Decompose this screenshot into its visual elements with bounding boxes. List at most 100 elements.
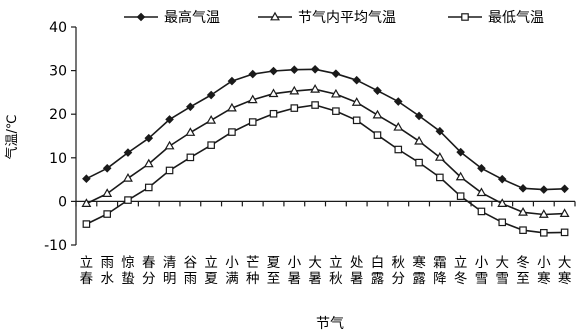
data-point bbox=[518, 206, 528, 216]
data-point bbox=[144, 133, 154, 143]
data-point bbox=[227, 76, 237, 86]
data-point bbox=[497, 174, 507, 184]
data-point bbox=[560, 228, 569, 237]
x-tick-label-char: 寒 bbox=[412, 254, 426, 271]
x-tick-label-char: 冬 bbox=[516, 255, 530, 271]
data-point bbox=[82, 220, 91, 228]
x-tick-label-char: 秋 bbox=[392, 255, 406, 271]
data-point bbox=[103, 210, 111, 218]
x-tick-label-char: 夏 bbox=[204, 271, 218, 287]
data-point bbox=[165, 115, 174, 124]
x-tick-label: 大雪 bbox=[495, 255, 509, 287]
x-tick-label: 霜降 bbox=[433, 255, 447, 287]
data-point bbox=[559, 208, 570, 218]
x-tick-label-char: 分 bbox=[392, 271, 406, 287]
x-tick-label-char: 春 bbox=[80, 271, 94, 287]
data-point bbox=[206, 90, 216, 100]
x-tick-label-char: 夏 bbox=[267, 255, 281, 271]
x-tick-label: 立冬 bbox=[454, 255, 468, 287]
x-tick-label-char: 秋 bbox=[329, 271, 343, 287]
legend: 最高气温 节气内平均气温 最低气温 bbox=[124, 9, 544, 26]
data-point bbox=[477, 163, 486, 173]
legend-item: 节气内平均气温 bbox=[258, 10, 396, 26]
data-point bbox=[144, 183, 153, 192]
series-line bbox=[86, 68, 565, 191]
x-tick-label-char: 雪 bbox=[475, 271, 489, 287]
data-point bbox=[373, 86, 382, 95]
x-tick-label-char: 暑 bbox=[350, 271, 364, 287]
legend-label: 节气内平均气温 bbox=[298, 10, 396, 26]
y-tick-label: 30 bbox=[49, 64, 67, 80]
data-point bbox=[186, 102, 195, 112]
x-tick-label: 春分 bbox=[142, 255, 156, 287]
data-point bbox=[394, 145, 403, 154]
x-tick-label-char: 分 bbox=[142, 271, 156, 287]
legend-label: 最高气温 bbox=[164, 9, 220, 26]
x-tick-label-char: 惊 bbox=[121, 255, 135, 271]
series-square bbox=[82, 101, 569, 237]
x-tick-label: 秋分 bbox=[392, 255, 406, 287]
data-point bbox=[519, 226, 527, 234]
data-point bbox=[414, 111, 424, 121]
data-point bbox=[102, 188, 113, 197]
x-tick-label: 立秋 bbox=[329, 255, 343, 287]
x-tick-label-char: 立 bbox=[204, 255, 218, 271]
data-point bbox=[414, 135, 424, 145]
data-point bbox=[269, 109, 278, 118]
data-point bbox=[538, 209, 549, 218]
data-point bbox=[247, 94, 258, 104]
data-point bbox=[332, 107, 340, 115]
x-tick-label-char: 满 bbox=[225, 271, 239, 287]
x-tick-label-char: 至 bbox=[267, 271, 281, 287]
x-tick-label-char: 大 bbox=[308, 255, 322, 271]
legend-item: 最低气温 bbox=[448, 10, 544, 26]
x-tick-label-char: 白 bbox=[371, 255, 385, 271]
x-tick-label: 大暑 bbox=[308, 255, 322, 287]
y-tick-label: 10 bbox=[49, 151, 67, 167]
series-line bbox=[86, 104, 565, 234]
y-tick-label: 0 bbox=[58, 194, 67, 210]
x-tick-label-char: 露 bbox=[371, 271, 385, 287]
x-tick-label-char: 雨 bbox=[100, 255, 114, 271]
x-tick-label: 寒露 bbox=[412, 254, 426, 287]
x-tick-label: 清明 bbox=[163, 255, 177, 287]
x-tick-label-char: 谷 bbox=[184, 255, 198, 271]
x-tick-label: 白露 bbox=[371, 255, 385, 287]
data-point bbox=[393, 97, 403, 106]
data-point bbox=[330, 88, 341, 98]
series-diamond bbox=[82, 64, 569, 194]
data-point bbox=[352, 75, 361, 85]
data-point bbox=[102, 163, 112, 173]
y-tick-label: -10 bbox=[44, 238, 67, 254]
data-point bbox=[248, 69, 258, 79]
x-tick-label-char: 小 bbox=[288, 255, 302, 271]
data-point bbox=[436, 173, 444, 182]
x-tick-label-char: 芒 bbox=[246, 255, 260, 271]
data-point bbox=[373, 131, 382, 139]
x-tick-label-char: 寒 bbox=[558, 270, 572, 287]
legend-marker bbox=[270, 11, 280, 21]
x-tick-label-char: 种 bbox=[246, 271, 260, 287]
data-point bbox=[456, 192, 465, 200]
data-point bbox=[268, 88, 279, 98]
x-tick-label-char: 霜 bbox=[433, 255, 447, 271]
x-axis-label: 节气 bbox=[316, 316, 344, 332]
x-tick-label-char: 立 bbox=[329, 255, 343, 271]
x-tick-label: 小寒 bbox=[537, 255, 551, 287]
data-point bbox=[310, 84, 321, 93]
data-point bbox=[415, 158, 423, 167]
x-tick-label-char: 处 bbox=[350, 255, 364, 271]
x-tick-label-char: 暑 bbox=[308, 271, 322, 287]
data-point bbox=[227, 102, 237, 112]
x-tick-label-char: 大 bbox=[495, 255, 509, 271]
data-point bbox=[185, 127, 196, 136]
data-point bbox=[560, 184, 569, 194]
x-tick-label: 小雪 bbox=[475, 255, 489, 287]
data-point bbox=[123, 172, 133, 182]
data-point bbox=[186, 153, 195, 162]
data-point bbox=[143, 158, 154, 168]
data-point bbox=[290, 65, 299, 75]
x-tick-label-char: 明 bbox=[163, 271, 177, 287]
x-tick-label-char: 小 bbox=[537, 255, 551, 271]
